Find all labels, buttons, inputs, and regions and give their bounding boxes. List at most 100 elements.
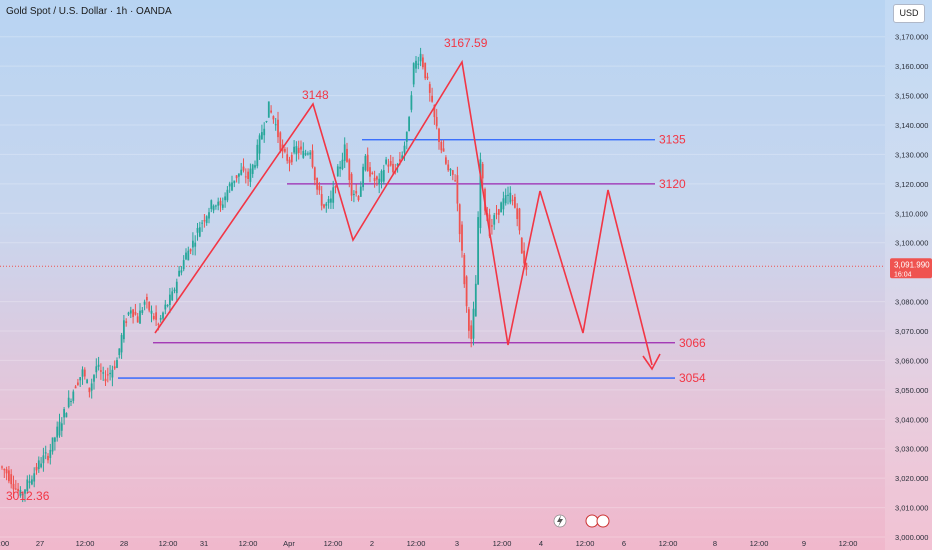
price-tick-label: 3,120.000 — [895, 180, 928, 189]
zigzag-line — [154, 59, 653, 366]
candle-body — [318, 185, 321, 191]
candle-body — [189, 249, 192, 252]
level-label-3054: 3054 — [679, 371, 706, 385]
candle-body — [93, 375, 95, 382]
time-tick-label: 12:00 — [239, 539, 258, 548]
candle-body — [300, 146, 302, 150]
candle-body — [355, 191, 358, 194]
candle-body — [60, 423, 63, 431]
candle-body — [192, 240, 194, 248]
candle-body — [364, 155, 367, 171]
candle-body — [435, 116, 438, 127]
candle-body — [65, 412, 68, 418]
candle-body — [520, 237, 523, 254]
candle-body — [164, 304, 167, 310]
candle-body — [58, 421, 61, 436]
candle-body — [203, 220, 206, 222]
symbol-title[interactable]: Gold Spot / U.S. Dollar · 1h · OANDA — [6, 6, 172, 17]
candle-body — [463, 254, 466, 285]
candle-body — [440, 141, 443, 151]
time-tick-label: 8 — [713, 539, 717, 548]
candle-body — [323, 204, 325, 208]
time-tick-label: 12:00 — [76, 539, 95, 548]
candle-body — [44, 452, 47, 454]
candle-body — [221, 204, 224, 208]
candle-body — [277, 119, 279, 138]
candle-body — [442, 148, 445, 152]
candle-body — [359, 186, 362, 197]
candle-body — [431, 95, 433, 102]
candle-body — [249, 168, 252, 182]
time-tick-label: 6 — [622, 539, 626, 548]
candle-body — [481, 163, 484, 179]
candle-body — [458, 204, 461, 235]
candle-body — [415, 60, 417, 69]
candle-body — [157, 323, 160, 325]
candle-body — [120, 335, 123, 353]
candle-body — [182, 260, 185, 270]
candle-body — [479, 159, 482, 228]
candle-body — [173, 289, 176, 292]
candle-body — [40, 463, 42, 468]
candle-body — [419, 53, 422, 62]
currency-selector[interactable]: USD — [893, 4, 925, 23]
candle-body — [254, 165, 256, 168]
candle-body — [74, 386, 77, 389]
us-flag-event-icon-2 — [596, 514, 610, 528]
candle-body — [350, 174, 353, 196]
candle-body — [256, 144, 259, 167]
candle-body — [42, 455, 45, 464]
candle-body — [88, 387, 91, 393]
lightning-glyph — [557, 515, 563, 527]
price-tick-label: 3,080.000 — [895, 298, 928, 307]
candle-body — [28, 481, 31, 483]
price-tick-label: 3,130.000 — [895, 150, 928, 159]
price-tick-label: 3,050.000 — [895, 386, 928, 395]
candle-body — [320, 194, 323, 206]
candle-body — [500, 202, 502, 213]
candle-body — [79, 377, 82, 381]
candle-body — [212, 205, 215, 211]
candle-body — [468, 309, 470, 331]
candle-body — [136, 316, 139, 323]
time-tick-label: 12:00 — [159, 539, 178, 548]
event-icons[interactable] — [553, 514, 610, 528]
candle-body — [139, 310, 141, 324]
candle-body — [263, 128, 266, 136]
candle-body — [201, 222, 203, 224]
candle-body — [270, 110, 272, 113]
candle-body — [346, 148, 348, 162]
candle-body — [295, 146, 298, 155]
candle-body — [401, 155, 404, 159]
candle-body — [205, 216, 208, 223]
time-tick-label: 12:00 — [839, 539, 858, 548]
candle-body — [171, 291, 174, 301]
candle-body — [396, 163, 399, 166]
candle-body — [238, 173, 240, 177]
candle-body — [412, 63, 415, 85]
candle-body — [235, 175, 238, 179]
candle-body — [454, 180, 456, 182]
candle-body — [332, 187, 335, 203]
candle-body — [83, 369, 86, 377]
candle-body — [451, 170, 454, 175]
candle-body — [445, 157, 447, 164]
candle-body — [507, 194, 509, 196]
candle-body — [90, 383, 93, 391]
price-label: 3012.36 — [6, 489, 50, 503]
candle-body — [104, 378, 107, 382]
candle-body — [33, 473, 36, 482]
candle-body — [311, 150, 314, 167]
candle-body — [242, 166, 245, 171]
candle-body — [389, 161, 392, 166]
candle-body — [297, 147, 300, 153]
candles — [1, 47, 528, 503]
candle-body — [143, 301, 146, 305]
level-label-3066: 3066 — [679, 336, 706, 350]
candle-body — [461, 224, 463, 251]
candle-body — [304, 153, 307, 155]
time-tick-label: 27 — [36, 539, 44, 548]
time-axis[interactable]: :00 27 12:00 28 12:00 31 12:00 Apr 12:00 2 12:00 3 1… — [0, 539, 857, 548]
candle-body — [228, 183, 231, 187]
time-tick-label: 31 — [200, 539, 208, 548]
